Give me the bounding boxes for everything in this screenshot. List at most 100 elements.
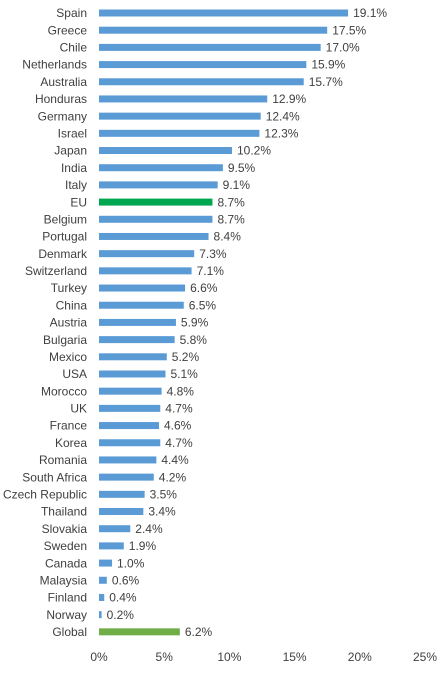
- value-label: 15.7%: [309, 75, 343, 89]
- x-tick-label: 20%: [348, 650, 372, 664]
- y-tick-label: Spain: [56, 6, 87, 20]
- value-label: 8.7%: [217, 195, 245, 209]
- value-label: 8.4%: [214, 230, 242, 244]
- bar: [99, 9, 349, 17]
- value-label: 5.1%: [171, 367, 199, 381]
- bar: [99, 78, 304, 86]
- value-label: 1.9%: [129, 539, 157, 553]
- value-label: 8.7%: [217, 212, 245, 226]
- value-label: 5.2%: [172, 350, 200, 364]
- value-label: 9.5%: [228, 161, 256, 175]
- y-tick-label: Japan: [54, 144, 87, 158]
- bar: [99, 473, 154, 481]
- value-label: 7.3%: [199, 247, 227, 261]
- y-tick-label: Norway: [46, 608, 87, 622]
- bar: [99, 232, 209, 240]
- value-label: 0.6%: [112, 573, 140, 587]
- bar: [99, 61, 307, 69]
- y-tick-label: China: [56, 298, 88, 312]
- bar: [99, 525, 131, 533]
- y-tick-label: Czech Republic: [3, 487, 87, 501]
- bar: [99, 559, 113, 567]
- bar: [99, 301, 184, 309]
- bar: [99, 387, 162, 395]
- value-label: 12.4%: [266, 109, 300, 123]
- value-label: 6.2%: [185, 625, 213, 639]
- y-tick-label: Korea: [55, 436, 87, 450]
- y-tick-label: Sweden: [44, 539, 87, 553]
- y-tick-label: Israel: [58, 127, 87, 141]
- bar: [99, 164, 223, 172]
- value-label: 15.9%: [311, 58, 345, 72]
- y-tick-label: Finland: [48, 591, 87, 605]
- bar: [99, 628, 180, 636]
- value-label: 4.8%: [167, 384, 195, 398]
- y-tick-label: Belgium: [44, 212, 87, 226]
- bar: [99, 181, 218, 189]
- y-tick-label: Denmark: [38, 247, 88, 261]
- value-label: 4.4%: [161, 453, 189, 467]
- value-label: 4.6%: [164, 419, 192, 433]
- value-label: 10.2%: [237, 144, 271, 158]
- value-label: 9.1%: [223, 178, 251, 192]
- bar: [99, 129, 260, 137]
- bar: [99, 593, 105, 601]
- y-tick-label: USA: [62, 367, 87, 381]
- bar: [99, 370, 166, 378]
- value-label: 12.9%: [272, 92, 306, 106]
- bar: [99, 43, 321, 51]
- bar: [99, 336, 175, 344]
- value-label: 0.2%: [107, 608, 135, 622]
- bar: [99, 456, 157, 464]
- bar: [99, 422, 159, 430]
- y-tick-label: Chile: [60, 41, 88, 55]
- value-label: 19.1%: [353, 6, 387, 20]
- x-tick-label: 5%: [156, 650, 174, 664]
- y-tick-label: Morocco: [41, 384, 87, 398]
- bar: [99, 198, 213, 206]
- bar: [99, 215, 213, 223]
- value-label: 3.4%: [148, 505, 176, 519]
- bar: [99, 542, 124, 550]
- y-tick-label: South Africa: [22, 470, 87, 484]
- value-label: 0.4%: [109, 591, 137, 605]
- y-tick-label: UK: [70, 402, 87, 416]
- value-label: 4.7%: [165, 436, 193, 450]
- bar: [99, 611, 102, 619]
- y-tick-label: Honduras: [35, 92, 87, 106]
- value-label: 1.0%: [117, 556, 145, 570]
- x-tick-label: 15%: [283, 650, 307, 664]
- bar: [99, 95, 268, 103]
- value-label: 5.8%: [180, 333, 208, 347]
- y-tick-label: Turkey: [51, 281, 87, 295]
- value-label: 5.9%: [181, 316, 209, 330]
- y-tick-label: Global: [52, 625, 87, 639]
- y-tick-label: Austria: [50, 316, 88, 330]
- bar: [99, 439, 161, 447]
- bar: [99, 250, 195, 258]
- y-tick-label: Germany: [38, 109, 87, 123]
- y-tick-label: India: [61, 161, 87, 175]
- y-tick-label: Netherlands: [22, 58, 87, 72]
- value-label: 7.1%: [197, 264, 225, 278]
- bar: [99, 318, 176, 326]
- y-tick-label: Mexico: [49, 350, 87, 364]
- y-tick-label: Australia: [40, 75, 87, 89]
- value-label: 17.0%: [326, 41, 360, 55]
- y-tick-label: Malaysia: [40, 573, 88, 587]
- bar: [99, 404, 161, 412]
- value-label: 6.6%: [190, 281, 218, 295]
- bar: [99, 112, 261, 120]
- value-label: 4.2%: [159, 470, 187, 484]
- x-tick-label: 0%: [90, 650, 108, 664]
- y-tick-label: Bulgaria: [43, 333, 87, 347]
- value-label: 6.5%: [189, 298, 217, 312]
- y-tick-label: Greece: [48, 23, 88, 37]
- value-label: 4.7%: [165, 402, 193, 416]
- value-label: 2.4%: [135, 522, 163, 536]
- bar: [99, 508, 144, 516]
- bar: [99, 490, 145, 498]
- y-tick-label: Thailand: [41, 505, 87, 519]
- bar: [99, 26, 328, 34]
